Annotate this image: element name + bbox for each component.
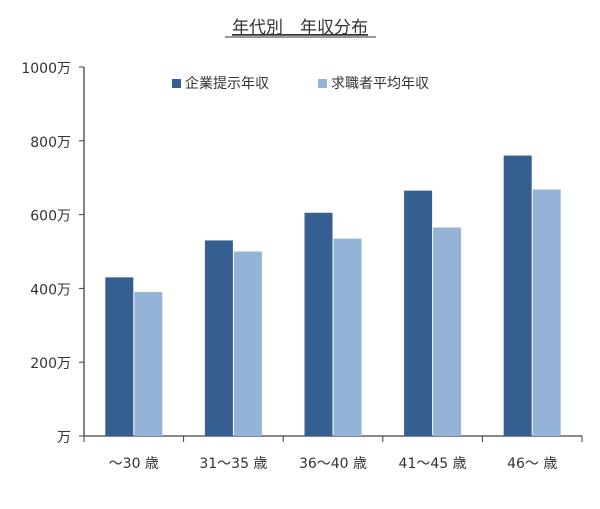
x-tick-label: 46～ 歳 bbox=[507, 456, 557, 472]
x-tick-label: ～30 歳 bbox=[109, 456, 159, 472]
bar-jobseeker-average bbox=[134, 292, 163, 436]
legend-swatch bbox=[318, 79, 327, 88]
y-tick-label: 600万 bbox=[30, 209, 71, 225]
bar-company-offer bbox=[105, 277, 134, 436]
y-tick-label: 400万 bbox=[30, 282, 71, 298]
x-tick-label: 31～35 歳 bbox=[199, 456, 267, 472]
y-tick-label: 800万 bbox=[30, 135, 71, 151]
y-tick-label: 1000万 bbox=[21, 61, 71, 77]
bar-jobseeker-average bbox=[333, 238, 362, 436]
bar-company-offer bbox=[204, 240, 233, 436]
bar-company-offer bbox=[503, 155, 532, 436]
y-tick-label: 万 bbox=[57, 430, 71, 446]
legend-label: 企業提示年収 bbox=[185, 75, 269, 92]
bar-jobseeker-average bbox=[233, 251, 262, 436]
bar-jobseeker-average bbox=[532, 189, 561, 436]
x-tick-label: 41～45 歳 bbox=[399, 456, 467, 472]
legend-swatch bbox=[172, 79, 181, 88]
bar-company-offer bbox=[304, 212, 333, 436]
bar-company-offer bbox=[404, 190, 433, 436]
x-tick-label: 36～40 歳 bbox=[299, 456, 367, 472]
bar-jobseeker-average bbox=[433, 227, 462, 436]
chart-title: 年代別 年収分布 bbox=[232, 18, 368, 38]
legend-label: 求職者平均年収 bbox=[331, 76, 429, 92]
y-tick-label: 200万 bbox=[30, 356, 71, 372]
